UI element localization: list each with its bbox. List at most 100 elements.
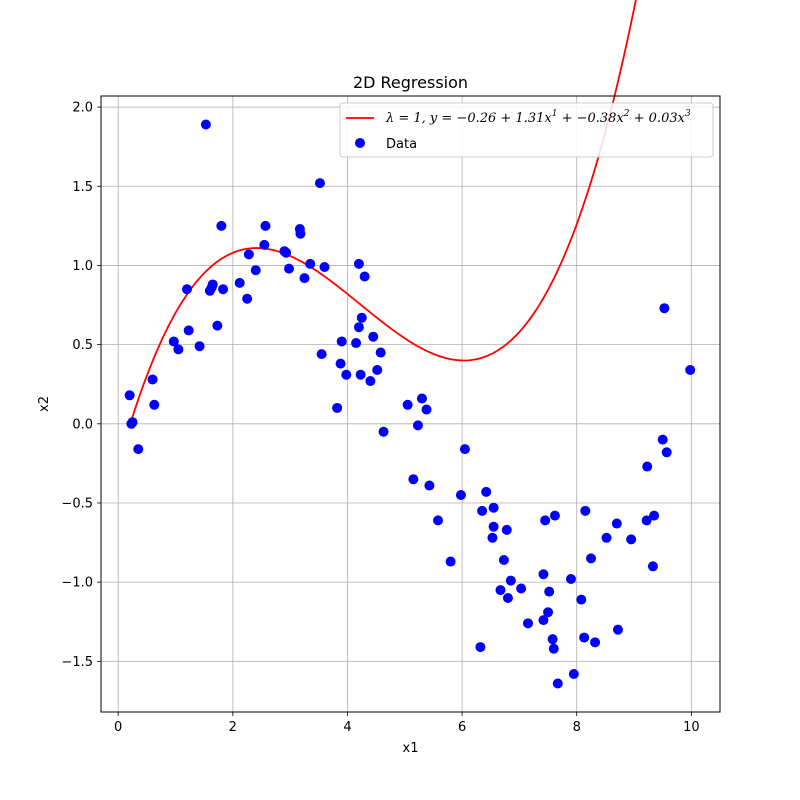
data-point [477,505,488,516]
data-point [547,634,558,645]
data-point [218,284,229,295]
data-point [194,341,205,352]
y-axis-label: x2 [37,396,52,412]
data-point [365,376,376,387]
data-point [641,515,652,526]
data-point [181,284,192,295]
data-point [495,585,506,596]
data-point [124,390,135,401]
data-point [412,420,423,431]
y-tick-label: 1.5 [72,180,93,195]
y-tick-label: 0.5 [72,338,93,353]
data-point [408,474,419,485]
data-point [501,524,512,535]
data-point [459,444,470,455]
legend-fit-tail: + 0.03x [630,111,686,126]
data-point [372,364,383,375]
data-point [332,402,343,413]
data-point [133,444,144,455]
data-point [659,303,670,314]
data-point [149,399,160,410]
data-point [295,228,306,239]
data-point [216,220,227,231]
data-point [200,119,211,130]
data-point [549,510,560,521]
plot-frame [100,95,721,713]
data-point [657,434,668,445]
data-point [568,668,579,679]
data-point [540,515,551,526]
data-point [576,594,587,605]
legend-fit-main: λ = 1, y = −0.26 + 1.31x [385,111,552,126]
data-point [445,556,456,567]
data-point [538,615,549,626]
legend: λ = 1, y = −0.26 + 1.31x1 + −0.38x2 + 0.… [339,102,714,158]
y-tick-label: −1.5 [61,655,93,670]
y-tick-label: 2.0 [72,101,93,116]
data-point [580,505,591,516]
data-point [611,518,622,529]
chart-title: 2D Regression [353,73,468,92]
data-point [685,364,696,375]
data-point [498,554,509,565]
data-point [647,561,658,572]
x-tick-label: 6 [458,720,466,735]
data-point [316,349,327,360]
legend-data-label: Data [386,137,417,152]
data-point [505,575,516,586]
data-point [341,369,352,380]
data-point [475,642,486,653]
legend-fit-exp2: 2 [623,109,630,119]
data-point [642,461,653,472]
data-point [626,534,637,545]
data-point [416,393,427,404]
data-point [242,293,253,304]
data-point [281,247,292,258]
data-point [649,510,660,521]
y-tick-label: 0.0 [72,417,93,432]
data-point [250,265,261,276]
data-point [243,249,254,260]
data-point [234,277,245,288]
legend-fit-mid: + −0.38x [557,111,624,126]
data-point [314,178,325,189]
x-tick-label: 0 [114,720,122,735]
data-point [305,258,316,269]
fit-layer [128,0,637,427]
data-point [336,336,347,347]
data-point [488,502,499,513]
data-point [612,624,623,635]
data-point [516,583,527,594]
data-point [565,573,576,584]
data-point [601,532,612,543]
x-tick-label: 10 [683,720,700,735]
data-point [283,263,294,274]
data-point [543,607,554,618]
x-tick-label: 4 [343,720,351,735]
data-point [488,521,499,532]
fit-curve [128,0,637,427]
data-point [433,515,444,526]
x-tick-label: 2 [229,720,237,735]
data-point [353,258,364,269]
data-point [538,569,549,580]
data-point [168,336,179,347]
data-point [335,358,346,369]
x-tick-label: 8 [573,720,581,735]
data-point [260,220,271,231]
data-points-layer [124,119,696,689]
legend-box [339,102,714,158]
legend-fit-exp3: 3 [685,109,691,119]
legend-fit-label: λ = 1, y = −0.26 + 1.31x1 + −0.38x2 + 0.… [385,109,691,126]
data-point [173,344,184,355]
x-axis-label: x1 [403,741,419,756]
data-point [375,347,386,358]
data-point [147,374,158,385]
y-tick-label: −1.0 [61,576,93,591]
data-point [299,273,310,284]
data-point [378,426,389,437]
data-point [502,592,513,603]
legend-fit-exp1: 1 [552,109,558,119]
data-point [661,447,672,458]
data-point [481,486,492,497]
